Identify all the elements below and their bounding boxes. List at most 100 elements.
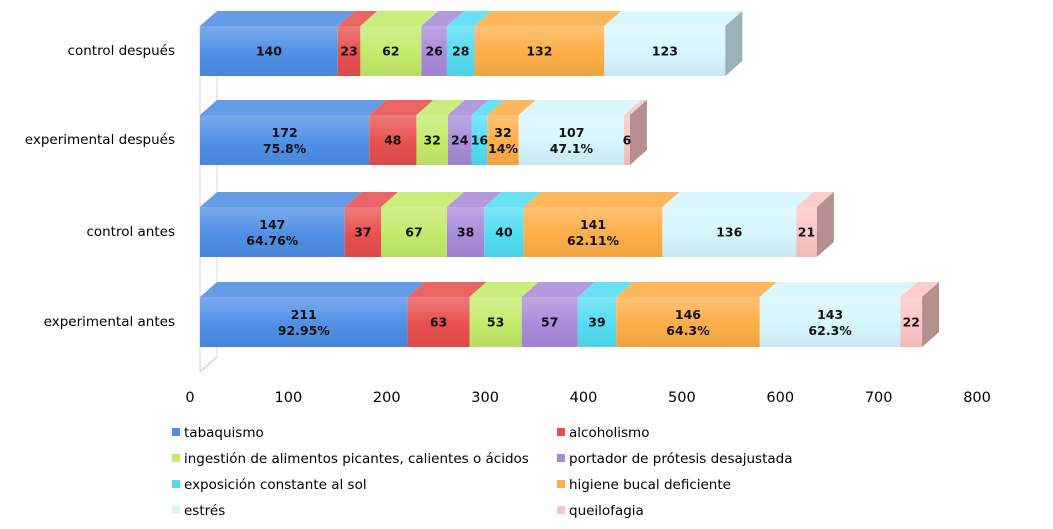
category-label-1: control antes	[86, 224, 175, 240]
bar-segment-2-5	[487, 115, 519, 165]
floor-edge	[199, 356, 218, 373]
bar-segment-1-0	[200, 207, 345, 257]
legend-item-6: estrés	[172, 503, 225, 519]
bar-segment-0-4	[577, 297, 617, 347]
bar-top-3-5	[474, 11, 622, 26]
bar-top-3-6	[604, 11, 743, 26]
bar-segment-3-2	[360, 26, 422, 76]
legend-item-0: tabaquismo	[172, 425, 264, 441]
bar-segment-1-2	[381, 207, 447, 257]
data-label-2-7: 6	[623, 133, 632, 148]
data-label-2-3: 24	[451, 133, 469, 148]
category-label-3: control después	[68, 43, 175, 59]
bar-side-1	[816, 192, 834, 257]
legend-label-1: alcoholismo	[569, 425, 649, 441]
bar-side-0	[922, 282, 940, 347]
data-label-2-5: 32 14%	[488, 125, 518, 156]
legend-swatch-7	[557, 506, 565, 514]
category-label-2: experimental después	[25, 132, 175, 148]
legend-item-4: exposición constante al sol	[172, 477, 367, 493]
legend-label-6: estrés	[184, 503, 225, 519]
data-label-1-4: 40	[495, 225, 513, 240]
legend-item-7: queilofagia	[557, 503, 644, 519]
x-tick-label-7: 700	[865, 390, 893, 406]
bar-segment-3-4	[446, 26, 475, 76]
legend-item-3: portador de prótesis desajustada	[557, 451, 793, 467]
legend-label-5: higiene bucal deficiente	[569, 477, 731, 493]
bar-top-2-2	[416, 100, 465, 115]
data-label-2-4: 16	[471, 133, 489, 148]
data-label-1-2: 67	[405, 225, 422, 240]
bar-top-2-5	[487, 100, 536, 115]
bar-top-3-0	[200, 11, 355, 26]
bar-top-1-3	[446, 192, 502, 207]
legend-item-5: higiene bucal deficiente	[557, 477, 731, 493]
x-tick-label-0: 0	[185, 390, 194, 406]
legend-label-3: portador de prótesis desajustada	[569, 451, 793, 467]
bar-top-2-6	[518, 100, 642, 115]
bar-top-1-1	[344, 192, 399, 207]
bar-side-3	[725, 11, 743, 76]
bar-segment-2-6	[518, 115, 625, 165]
bar-top-1-6	[662, 192, 814, 207]
data-label-2-1: 48	[384, 133, 401, 148]
data-label-1-0: 147 64.76%	[246, 217, 299, 248]
data-label-1-1: 37	[354, 225, 371, 240]
bar-segment-2-0	[200, 115, 370, 165]
legend-swatch-6	[172, 506, 180, 514]
data-label-3-6: 123	[652, 44, 678, 59]
bar-top-1-2	[381, 192, 464, 207]
bar-segment-1-6	[662, 207, 797, 257]
bar-top-2-7	[624, 100, 647, 115]
bar-segment-3-6	[604, 26, 726, 76]
bar-top-0-7	[900, 282, 940, 297]
bar-top-1-5	[523, 192, 680, 207]
bar-segment-3-1	[337, 26, 361, 76]
bar-segment-1-7	[796, 207, 817, 257]
bar-top-2-1	[369, 100, 434, 115]
bar-segment-1-1	[344, 207, 382, 257]
bar-top-0-0	[200, 282, 425, 297]
data-label-0-4: 39	[588, 315, 605, 330]
x-tick-label-3: 300	[471, 390, 499, 406]
bar-segment-3-0	[200, 26, 338, 76]
bar-side-2	[629, 100, 647, 165]
legend-label-7: queilofagia	[569, 503, 644, 519]
legend-label-0: tabaquismo	[184, 425, 264, 441]
bar-top-0-2	[469, 282, 539, 297]
bar-segment-3-5	[474, 26, 605, 76]
data-label-3-4: 28	[452, 44, 469, 59]
bar-group-2: 172 75.8% 48 32 24 16 32 14% 107 47.1% 6	[200, 100, 647, 165]
legend-label-4: exposición constante al sol	[184, 477, 367, 493]
data-label-2-0: 172 75.8%	[263, 125, 307, 156]
bar-top-3-2	[360, 11, 439, 26]
data-label-3-3: 26	[425, 44, 443, 59]
legend-swatch-0	[172, 428, 180, 436]
bar-segment-2-4	[471, 115, 488, 165]
bar-segment-1-5	[523, 207, 663, 257]
bar-segment-0-0	[200, 297, 408, 347]
x-tick-label-1: 100	[275, 390, 303, 406]
data-label-0-3: 57	[541, 315, 558, 330]
bar-segment-0-3	[521, 297, 578, 347]
legend-swatch-4	[172, 480, 180, 488]
bar-segment-3-3	[421, 26, 447, 76]
bar-segment-1-4	[484, 207, 524, 257]
data-label-0-6: 143 62.3%	[808, 307, 852, 338]
bar-segment-2-1	[369, 115, 417, 165]
legend-swatch-1	[557, 428, 565, 436]
data-label-3-5: 132	[526, 44, 552, 59]
bar-segment-0-6	[759, 297, 901, 347]
bar-group-1: 147 64.76% 37 67 38 40 141 62.11% 136 21	[200, 192, 834, 257]
bar-group-0: 211 92.95% 63 53 57 39 146 64.3% 143 62.3% 22	[200, 282, 940, 347]
bar-segment-0-2	[469, 297, 522, 347]
bar-segment-0-1	[407, 297, 470, 347]
data-label-1-6: 136	[716, 225, 742, 240]
bar-segment-0-5	[616, 297, 760, 347]
data-label-0-5: 146 64.3%	[666, 307, 710, 338]
data-label-1-3: 38	[457, 225, 474, 240]
legend-swatch-3	[557, 454, 565, 462]
bar-top-1-0	[200, 192, 362, 207]
